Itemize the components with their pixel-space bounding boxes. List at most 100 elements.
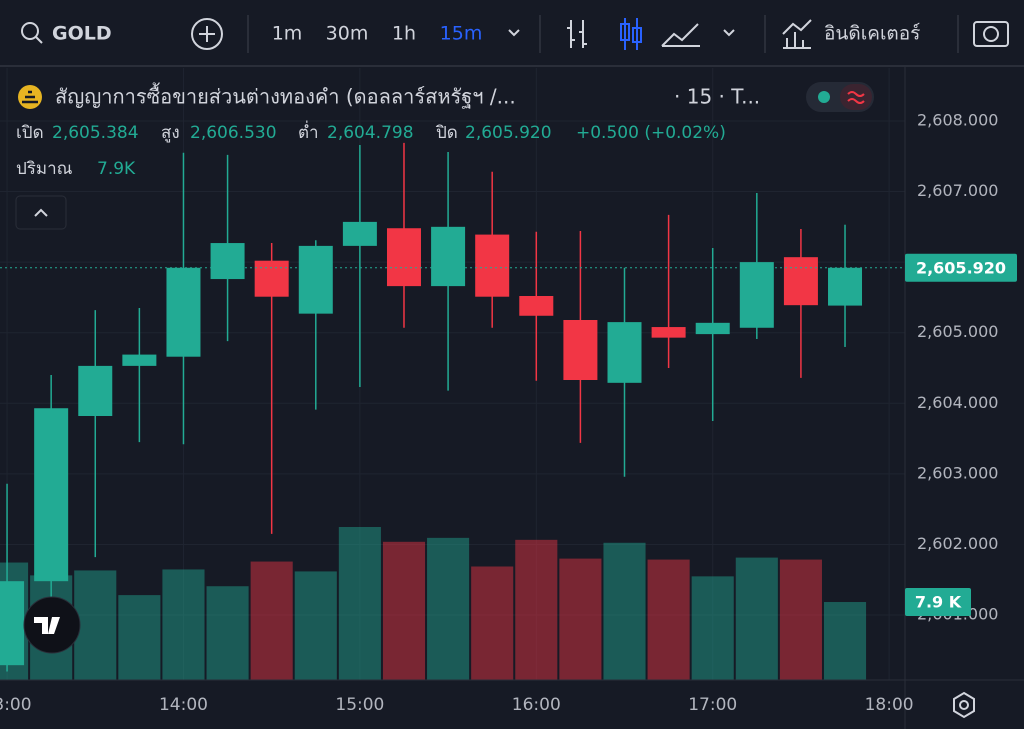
- volume-bar: [471, 566, 514, 680]
- volume-bar: [559, 558, 602, 680]
- candle-body: [695, 322, 730, 335]
- y-tick-label: 2,603.000: [917, 463, 998, 482]
- ohlc-label: ต่ำ: [298, 120, 319, 143]
- volume-bar: [162, 569, 205, 680]
- plot: [0, 68, 905, 680]
- candle-body: [78, 365, 113, 416]
- status-badge: [840, 84, 872, 110]
- volume-badge-label: 7.9 K: [915, 593, 962, 612]
- ohlc-change: +0.500 (+0.02%): [576, 123, 726, 143]
- candle-body: [828, 267, 863, 306]
- collapse-icon: [34, 208, 48, 217]
- interval-active[interactable]: 15m: [440, 23, 483, 45]
- candle-body: [607, 322, 642, 383]
- volume-label: ปริมาณ: [16, 159, 73, 179]
- x-tick-label: 15:00: [335, 695, 384, 715]
- candle-body: [254, 260, 289, 297]
- chevron[interactable]: [723, 29, 735, 37]
- ohlc-label: ปิด: [435, 123, 458, 143]
- candle-body: [386, 228, 421, 287]
- volume-bar: [206, 586, 249, 680]
- collapse-button[interactable]: [15, 195, 67, 230]
- volume-bar: [74, 570, 117, 680]
- volume-bar: [647, 559, 690, 680]
- candle-body: [298, 245, 333, 314]
- y-tick-label: 2,602.000: [917, 534, 998, 553]
- area-icon[interactable]: [661, 23, 700, 47]
- search-button[interactable]: GOLD: [21, 22, 112, 45]
- volume-bar: [691, 576, 734, 680]
- x-tick-label: 14:00: [159, 695, 208, 715]
- status-icon: [847, 91, 865, 104]
- ohlc-value: 2,605.920: [465, 123, 552, 143]
- volume-bar: [250, 561, 293, 680]
- bars-icon[interactable]: [567, 20, 587, 48]
- toolbar: GOLD 1m 30m 1h 15m อินดิเคเตอร์: [0, 0, 1024, 67]
- volume-bar: [427, 537, 470, 680]
- legend: สัญญาการซื้อขายส่วนต่างทองคำ (ดอลลาร์สหร…: [15, 82, 874, 230]
- volume-bar: [382, 541, 426, 680]
- symbol[interactable]: GOLD: [52, 23, 112, 45]
- candle-body: [122, 354, 157, 366]
- tv-logo[interactable]: [23, 596, 81, 654]
- candle-body: [563, 320, 598, 380]
- volume-bar: [294, 571, 337, 680]
- indicators[interactable]: อินดิเคเตอร์: [824, 23, 920, 45]
- search-icon: [35, 36, 43, 44]
- y-tick-label: 2,607.000: [917, 181, 998, 200]
- x-tick-label: 13:00: [0, 695, 32, 715]
- candle-body: [34, 408, 69, 582]
- volume-bar: [515, 539, 558, 680]
- status-dot: [818, 91, 830, 103]
- candles-icon[interactable]: [620, 18, 642, 50]
- camera-icon: [983, 26, 999, 42]
- ohlc-value: 2,604.798: [327, 123, 414, 143]
- legend-suffix: · 15 · T...: [674, 85, 760, 109]
- ohlc-label: เปิด: [16, 123, 44, 143]
- body: [620, 23, 630, 41]
- candle-body: [210, 243, 245, 280]
- candle-body: [519, 296, 554, 316]
- candle-body: [651, 327, 686, 338]
- volume-bar: [603, 542, 646, 680]
- body: [632, 27, 642, 43]
- last-price-badge: [905, 253, 1017, 282]
- interval[interactable]: 1h: [392, 23, 416, 45]
- volume-bar: [338, 527, 381, 680]
- candle-body: [475, 234, 510, 297]
- candle-body: [783, 257, 818, 306]
- legend-title: สัญญาการซื้อขายส่วนต่างทองคำ (ดอลลาร์สหร…: [55, 83, 516, 109]
- volume-bar: [735, 557, 778, 680]
- volume-value: 7.9K: [97, 159, 136, 179]
- volume-bar: [118, 595, 161, 680]
- symbol-logo: [22, 90, 38, 104]
- candle-body: [739, 262, 774, 328]
- candle-body: [0, 581, 25, 666]
- ohlc-label: สูง: [161, 123, 180, 143]
- last-price-label: 2,605.920: [916, 258, 1006, 277]
- y-tick-label: 2,605.000: [917, 322, 998, 341]
- volume-badge: [905, 588, 971, 617]
- interval[interactable]: 1m: [272, 23, 303, 45]
- y-tick-label: 2,608.000: [917, 110, 998, 129]
- interval[interactable]: 30m: [326, 23, 369, 45]
- screenshot-button[interactable]: [973, 21, 1009, 47]
- volume-bar: [779, 559, 822, 680]
- search-icon: [21, 22, 39, 40]
- settings-icon: [959, 700, 969, 710]
- ohlc-value: 2,605.384: [52, 123, 139, 143]
- chevron[interactable]: [508, 29, 520, 37]
- candle-body: [342, 221, 377, 246]
- logo-mark: [34, 617, 60, 634]
- indicators-icon[interactable]: [782, 19, 812, 49]
- y-tick-label: 2,604.000: [917, 393, 998, 412]
- settings-icon[interactable]: [953, 691, 975, 719]
- camera-icon: [973, 21, 1009, 47]
- add-symbol[interactable]: [191, 18, 223, 50]
- volume-bar: [823, 602, 867, 680]
- candle-body: [166, 267, 201, 357]
- ohlc-value: 2,606.530: [190, 123, 277, 143]
- x-tick-label: 16:00: [512, 695, 561, 715]
